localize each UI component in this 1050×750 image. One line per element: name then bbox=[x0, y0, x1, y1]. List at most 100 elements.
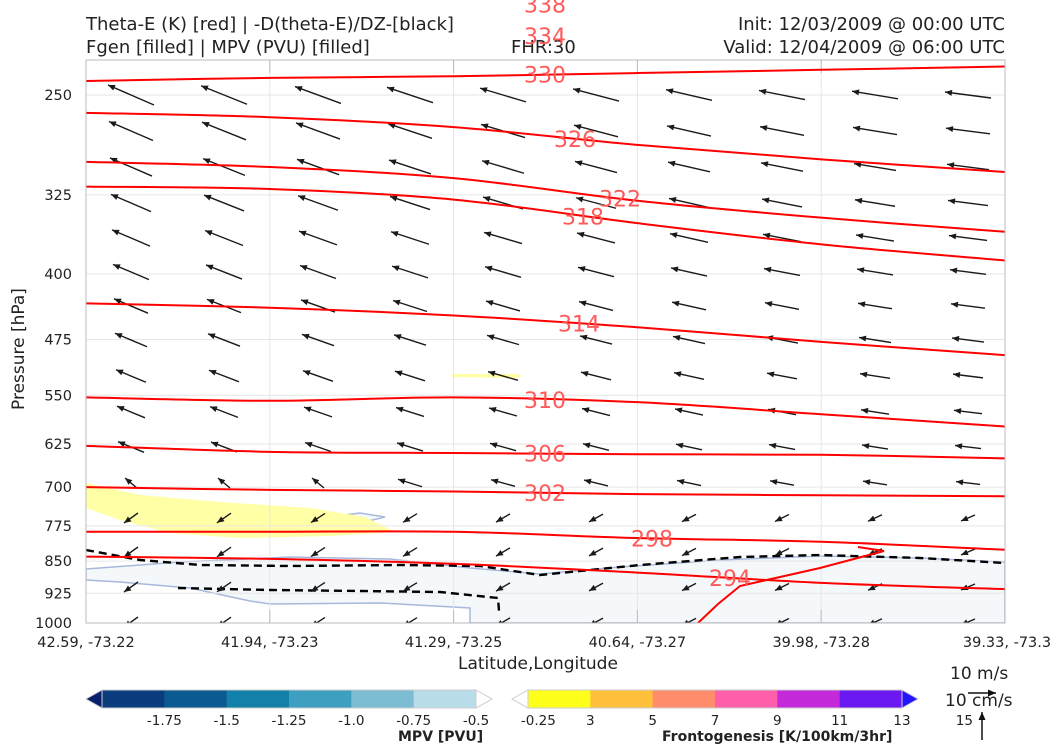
x-axis-label: Latitude,Longitude bbox=[458, 654, 618, 674]
wind-vector-head bbox=[305, 441, 313, 448]
x-tick-label: 40.64, -73.27 bbox=[589, 635, 686, 651]
wind-vector-head bbox=[582, 407, 590, 414]
wind-vector-head bbox=[116, 369, 124, 376]
colorbar-extend-high bbox=[475, 689, 494, 709]
wind-vector-head bbox=[403, 585, 411, 592]
wind-vector-head bbox=[870, 619, 875, 623]
colorbar-tick-label: -1.0 bbox=[338, 713, 364, 729]
wind-vector-head bbox=[666, 88, 674, 95]
wind-vector bbox=[315, 616, 326, 623]
valid-time: Valid: 12/04/2009 @ 06:00 UTC bbox=[723, 37, 1005, 58]
wind-vector-head bbox=[769, 442, 777, 449]
colorbar-swatch bbox=[777, 690, 841, 708]
wind-vector-head bbox=[955, 443, 963, 450]
wind-vector bbox=[778, 617, 790, 623]
theta-e-294-hook bbox=[697, 546, 885, 623]
wind-vector bbox=[499, 617, 511, 623]
wind-vector-head bbox=[961, 549, 969, 555]
wind-vector-head bbox=[394, 334, 402, 340]
wind-vector-head bbox=[115, 333, 123, 339]
wind-vector bbox=[109, 157, 153, 177]
wind-vector bbox=[407, 617, 418, 623]
theta-e-label-318: 318 bbox=[562, 205, 604, 230]
colorbar-tick-label: -0.25 bbox=[521, 713, 556, 729]
y-tick-label: 400 bbox=[44, 267, 72, 283]
wind-vector-head bbox=[770, 479, 778, 486]
wind-vector bbox=[295, 122, 341, 140]
wind-vector-head bbox=[956, 479, 964, 486]
colorbar-tick-label: -1.5 bbox=[213, 713, 239, 729]
colorbar-tick-label: 5 bbox=[648, 713, 657, 729]
wind-vector-head bbox=[761, 161, 769, 168]
y-tick-label: 700 bbox=[44, 480, 72, 496]
wind-vector-head bbox=[760, 125, 768, 131]
theta-e-contour-310 bbox=[86, 396, 1005, 428]
wind-vector-head bbox=[403, 516, 411, 523]
y-tick-label: 475 bbox=[44, 332, 72, 348]
wind-vector-head bbox=[589, 584, 597, 591]
theta-e-label-314: 314 bbox=[558, 313, 600, 338]
wind-vector-head bbox=[491, 478, 499, 485]
colorbar-extend-low bbox=[84, 689, 103, 709]
wind-vector-head bbox=[584, 478, 592, 485]
wind-vector-head bbox=[852, 89, 860, 96]
colorbar-swatch bbox=[226, 690, 290, 708]
colorbar-swatch bbox=[590, 690, 654, 708]
colorbar-swatch bbox=[652, 690, 716, 708]
wind-vector-head bbox=[124, 585, 132, 592]
wind-vector-head bbox=[574, 124, 582, 130]
filled-fields bbox=[86, 374, 1005, 623]
theta-e-contour-294 bbox=[86, 555, 1005, 591]
ref-arrow-vertical-head bbox=[978, 712, 986, 720]
wind-vector-head bbox=[389, 159, 397, 166]
wind-vector-head bbox=[311, 516, 319, 523]
x-tick-label: 39.98, -73.28 bbox=[772, 635, 869, 651]
wind-vector-head bbox=[490, 442, 498, 449]
ref-vector-horizontal-label: 10 m/s bbox=[950, 664, 1009, 684]
wind-vector-head bbox=[673, 335, 681, 341]
wind-vector bbox=[200, 85, 248, 105]
colorbar-tick-label: 15 bbox=[956, 713, 973, 729]
wind-vector-head bbox=[201, 85, 209, 92]
wind-vector-head bbox=[589, 515, 597, 522]
wind-vector-head bbox=[480, 87, 488, 93]
wind-vector-head bbox=[671, 266, 679, 273]
wind-vector-head bbox=[481, 123, 489, 130]
wind-vector-head bbox=[311, 585, 319, 592]
wind-vector-head bbox=[667, 124, 675, 131]
init-time: Init: 12/03/2009 @ 00:00 UTC bbox=[737, 14, 1005, 35]
wind-vector-head bbox=[217, 585, 225, 592]
wind-vector bbox=[592, 617, 604, 623]
wind-vector bbox=[574, 160, 618, 174]
wind-vector-head bbox=[578, 266, 586, 272]
wind-vector-head bbox=[575, 160, 583, 167]
wind-vector-head bbox=[311, 550, 319, 557]
wind-vector-head bbox=[945, 89, 953, 96]
wind-vector-head bbox=[868, 515, 876, 522]
theta-e-label-298: 298 bbox=[631, 527, 673, 552]
wind-vector-head bbox=[676, 442, 684, 449]
wind-vector-head bbox=[204, 194, 212, 201]
wind-vector-head bbox=[217, 516, 225, 523]
colorbar-tick-label: 13 bbox=[893, 713, 910, 729]
wind-vector bbox=[853, 162, 897, 172]
wind-vector-head bbox=[206, 264, 214, 271]
x-tick-label: 41.29, -73.25 bbox=[405, 635, 502, 651]
theta-e-label-294: 294 bbox=[709, 567, 751, 592]
theta-e-contour-318 bbox=[86, 185, 1005, 262]
theta-e-label-342: 342 bbox=[524, 0, 566, 4]
fgen-thin-region bbox=[452, 374, 520, 378]
wind-vector-head bbox=[202, 122, 210, 128]
wind-vector-head bbox=[576, 196, 584, 203]
wind-vector-head bbox=[205, 230, 213, 236]
wind-vector-head bbox=[208, 333, 216, 340]
wind-vector-head bbox=[313, 620, 318, 623]
wind-vector-head bbox=[203, 158, 211, 165]
stability-contour-lower bbox=[177, 586, 501, 612]
mpv-colorbar-title: MPV [PVU] bbox=[398, 729, 483, 745]
wind-vector-head bbox=[303, 370, 311, 376]
y-tick-label: 550 bbox=[44, 388, 72, 404]
wind-vector bbox=[665, 88, 713, 102]
wind-vector-head bbox=[591, 619, 596, 623]
